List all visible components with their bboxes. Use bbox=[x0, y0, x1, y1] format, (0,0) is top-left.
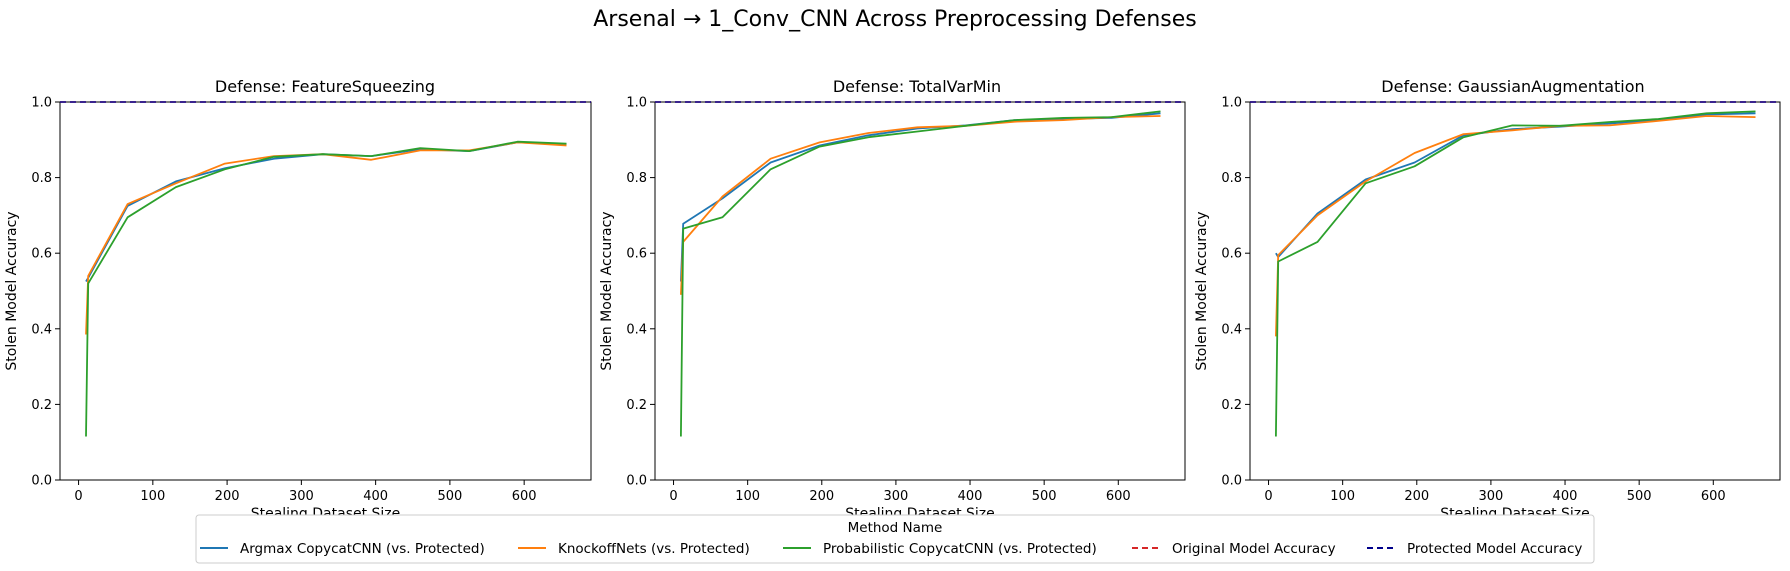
legend-item: Argmax CopycatCNN (vs. Protected) bbox=[200, 541, 485, 557]
legend-label: Argmax CopycatCNN (vs. Protected) bbox=[240, 541, 485, 557]
x-tick-label: 300 bbox=[1478, 489, 1503, 504]
x-tick-label: 500 bbox=[1627, 489, 1652, 504]
subplot-title: Defense: TotalVarMin bbox=[833, 77, 1001, 96]
x-tick-label: 100 bbox=[140, 489, 165, 504]
x-tick-label: 400 bbox=[958, 489, 983, 504]
axes-frame bbox=[59, 101, 592, 481]
legend-item: Original Model Accuracy bbox=[1132, 541, 1336, 557]
series-line-probabilistic-copycatcnn bbox=[1275, 110, 1756, 437]
x-tick-label: 100 bbox=[735, 489, 760, 504]
legend-item: KnockoffNets (vs. Protected) bbox=[518, 541, 750, 557]
y-tick-label: 0.2 bbox=[626, 398, 647, 413]
y-tick-label: 0.2 bbox=[1221, 398, 1242, 413]
y-tick-label: 0.8 bbox=[31, 171, 52, 186]
subplot-featuresqueezing: Defense: FeatureSqueezing 0 100 200 300 400 5… bbox=[4, 77, 592, 522]
y-tick-label: 0.0 bbox=[1221, 474, 1242, 489]
series-line-probabilistic-copycatcnn bbox=[680, 110, 1161, 437]
series-line-probabilistic-copycatcnn bbox=[85, 140, 567, 437]
x-tick-label: 100 bbox=[1330, 489, 1355, 504]
x-tick-label: 0 bbox=[1264, 489, 1272, 504]
legend-item: Probabilistic CopycatCNN (vs. Protected) bbox=[783, 541, 1097, 557]
x-tick-label: 500 bbox=[1032, 489, 1057, 504]
y-axis-label: Stolen Model Accuracy bbox=[4, 211, 20, 370]
x-tick-label: 600 bbox=[1106, 489, 1131, 504]
subplot-title: Defense: FeatureSqueezing bbox=[215, 77, 435, 96]
series-line-knockoffnets bbox=[680, 115, 1161, 295]
y-tick-label: 0.4 bbox=[626, 322, 647, 337]
legend-label: Probabilistic CopycatCNN (vs. Protected) bbox=[823, 541, 1097, 557]
y-tick-label: 1.0 bbox=[1221, 96, 1242, 111]
x-tick-label: 600 bbox=[1701, 489, 1726, 504]
x-tick-label: 200 bbox=[1404, 489, 1429, 504]
x-tick-label: 300 bbox=[289, 489, 314, 504]
legend-item: Protected Model Accuracy bbox=[1367, 541, 1582, 557]
y-tick-label: 1.0 bbox=[31, 96, 52, 111]
y-tick-label: 0.6 bbox=[626, 247, 647, 262]
x-tick-label: 0 bbox=[74, 489, 82, 504]
series-line-argmax-copycatcnn bbox=[1275, 112, 1756, 258]
subplot-gaussianaugmentation: Defense: GaussianAugmentation 0 100 200 300… bbox=[1194, 77, 1781, 522]
legend-label: Original Model Accuracy bbox=[1172, 541, 1336, 557]
figure-title: Arsenal → 1_Conv_CNN Across Preprocessin… bbox=[593, 7, 1197, 32]
axes-frame bbox=[654, 101, 1186, 481]
x-tick-label: 200 bbox=[215, 489, 240, 504]
x-tick-label: 600 bbox=[512, 489, 537, 504]
legend-label: KnockoffNets (vs. Protected) bbox=[558, 541, 750, 557]
y-tick-label: 0.8 bbox=[1221, 171, 1242, 186]
legend: Method Name Argmax CopycatCNN (vs. Prote… bbox=[195, 514, 1595, 564]
y-axis-label: Stolen Model Accuracy bbox=[599, 211, 615, 370]
x-tick-label: 400 bbox=[363, 489, 388, 504]
subplot-totalvarmin: Defense: TotalVarMin 0 100 200 300 400 500 600… bbox=[599, 77, 1186, 522]
subplot-title: Defense: GaussianAugmentation bbox=[1381, 77, 1644, 96]
y-tick-label: 0.4 bbox=[31, 322, 52, 337]
y-tick-label: 0.0 bbox=[626, 474, 647, 489]
x-tick-label: 500 bbox=[437, 489, 462, 504]
y-tick-label: 0.6 bbox=[31, 247, 52, 262]
series-line-argmax-copycatcnn bbox=[85, 141, 567, 282]
x-tick-label: 300 bbox=[883, 489, 908, 504]
y-tick-label: 0.6 bbox=[1221, 247, 1242, 262]
series-line-argmax-copycatcnn bbox=[680, 112, 1161, 282]
y-tick-label: 0.8 bbox=[626, 171, 647, 186]
legend-frame bbox=[195, 514, 1595, 564]
y-axis-label: Stolen Model Accuracy bbox=[1194, 211, 1210, 370]
y-tick-label: 0.4 bbox=[1221, 322, 1242, 337]
y-tick-label: 0.0 bbox=[31, 474, 52, 489]
x-tick-label: 0 bbox=[669, 489, 677, 504]
series-line-knockoffnets bbox=[1275, 115, 1756, 337]
y-tick-label: 1.0 bbox=[626, 96, 647, 111]
series-line-knockoffnets bbox=[85, 141, 567, 335]
legend-title: Method Name bbox=[848, 520, 943, 536]
x-tick-label: 200 bbox=[809, 489, 834, 504]
y-tick-label: 0.2 bbox=[31, 398, 52, 413]
legend-label: Protected Model Accuracy bbox=[1407, 541, 1582, 557]
x-tick-label: 400 bbox=[1553, 489, 1578, 504]
axes-frame bbox=[1249, 101, 1781, 481]
